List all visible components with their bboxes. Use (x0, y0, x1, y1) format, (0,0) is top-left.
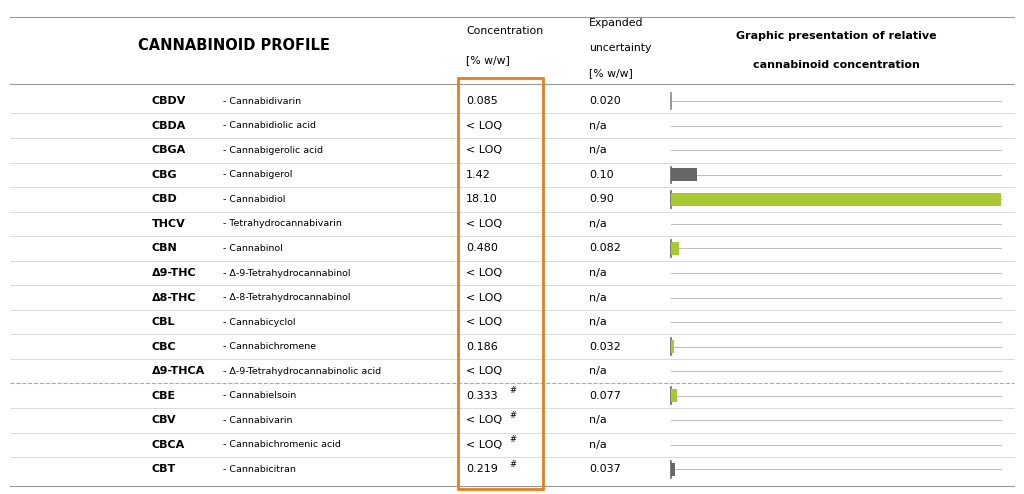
Bar (671, 389, 677, 402)
Text: - Cannabivarin: - Cannabivarin (223, 416, 293, 425)
Text: - Cannabicitran: - Cannabicitran (223, 465, 296, 474)
Text: < LOQ: < LOQ (466, 317, 502, 327)
Text: 0.480: 0.480 (466, 244, 498, 253)
Text: CBDA: CBDA (152, 121, 186, 131)
Text: 0.90: 0.90 (589, 194, 613, 205)
Text: cannabinoid concentration: cannabinoid concentration (753, 60, 920, 71)
Text: - Δ-9-Tetrahydrocannabinol: - Δ-9-Tetrahydrocannabinol (223, 269, 351, 278)
Text: [% w/w]: [% w/w] (466, 55, 510, 66)
Text: n/a: n/a (589, 366, 606, 376)
Text: CBD: CBD (152, 194, 177, 205)
Text: CBC: CBC (152, 342, 176, 352)
Text: n/a: n/a (589, 121, 606, 131)
Text: < LOQ: < LOQ (466, 292, 502, 302)
Text: 1.42: 1.42 (466, 170, 490, 180)
Text: n/a: n/a (589, 440, 606, 450)
Text: < LOQ: < LOQ (466, 219, 502, 229)
Text: Δ9-THCA: Δ9-THCA (152, 366, 205, 376)
Bar (671, 168, 696, 181)
Text: 0.10: 0.10 (589, 170, 613, 180)
Text: < LOQ: < LOQ (466, 268, 502, 278)
Text: - Cannabicyclol: - Cannabicyclol (223, 318, 296, 327)
Text: 0.037: 0.037 (589, 464, 621, 474)
Bar (671, 463, 675, 476)
Text: 0.032: 0.032 (589, 342, 621, 352)
Text: - Cannabigerol: - Cannabigerol (223, 170, 293, 179)
Text: #: # (509, 435, 516, 445)
Text: 0.082: 0.082 (589, 244, 621, 253)
Text: [% w/w]: [% w/w] (589, 68, 633, 78)
Text: Graphic presentation of relative: Graphic presentation of relative (736, 31, 936, 41)
Text: - Δ-8-Tetrahydrocannabinol: - Δ-8-Tetrahydrocannabinol (223, 293, 351, 302)
Text: - Cannabinol: - Cannabinol (223, 244, 283, 253)
Text: n/a: n/a (589, 317, 606, 327)
Text: - Cannabielsoin: - Cannabielsoin (223, 391, 297, 400)
Text: CANNABINOID PROFILE: CANNABINOID PROFILE (138, 38, 330, 53)
Text: CBGA: CBGA (152, 145, 185, 155)
Text: n/a: n/a (589, 145, 606, 155)
Text: CBT: CBT (152, 464, 176, 474)
Text: n/a: n/a (589, 292, 606, 302)
Text: CBCA: CBCA (152, 440, 184, 450)
Text: < LOQ: < LOQ (466, 415, 502, 425)
Bar (671, 193, 1001, 206)
Text: - Cannabidiolic acid: - Cannabidiolic acid (223, 121, 316, 130)
Bar (671, 340, 674, 353)
Text: < LOQ: < LOQ (466, 440, 502, 450)
Text: - Cannabichromenic acid: - Cannabichromenic acid (223, 440, 341, 450)
Text: n/a: n/a (589, 415, 606, 425)
Text: 0.085: 0.085 (466, 96, 498, 106)
Text: < LOQ: < LOQ (466, 121, 502, 131)
Text: - Cannabichromene: - Cannabichromene (223, 342, 316, 351)
Text: CBL: CBL (152, 317, 175, 327)
Text: CBDV: CBDV (152, 96, 186, 106)
Text: 0.186: 0.186 (466, 342, 498, 352)
Text: n/a: n/a (589, 268, 606, 278)
Bar (671, 242, 680, 255)
Text: #: # (509, 460, 516, 469)
Text: #: # (509, 386, 516, 395)
Text: CBN: CBN (152, 244, 177, 253)
Text: CBV: CBV (152, 415, 176, 425)
Text: CBE: CBE (152, 391, 176, 401)
Text: Expanded: Expanded (589, 18, 643, 29)
Text: Concentration: Concentration (466, 26, 543, 36)
Text: 0.077: 0.077 (589, 391, 621, 401)
Text: 0.020: 0.020 (589, 96, 621, 106)
Text: Δ8-THC: Δ8-THC (152, 292, 196, 302)
Text: uncertainty: uncertainty (589, 43, 651, 53)
Text: - Δ-9-Tetrahydrocannabinolic acid: - Δ-9-Tetrahydrocannabinolic acid (223, 367, 381, 376)
Text: 18.10: 18.10 (466, 194, 498, 205)
Text: Δ9-THC: Δ9-THC (152, 268, 197, 278)
Text: < LOQ: < LOQ (466, 366, 502, 376)
Text: n/a: n/a (589, 219, 606, 229)
Text: 0.219: 0.219 (466, 464, 498, 474)
Text: #: # (509, 411, 516, 420)
Text: - Cannabidiol: - Cannabidiol (223, 195, 286, 204)
Text: 0.333: 0.333 (466, 391, 498, 401)
Text: - Tetrahydrocannabivarin: - Tetrahydrocannabivarin (223, 219, 342, 228)
Text: - Cannabidivarin: - Cannabidivarin (223, 97, 301, 106)
Text: - Cannabigerolic acid: - Cannabigerolic acid (223, 146, 324, 155)
Text: < LOQ: < LOQ (466, 145, 502, 155)
Text: CBG: CBG (152, 170, 177, 180)
Text: THCV: THCV (152, 219, 185, 229)
